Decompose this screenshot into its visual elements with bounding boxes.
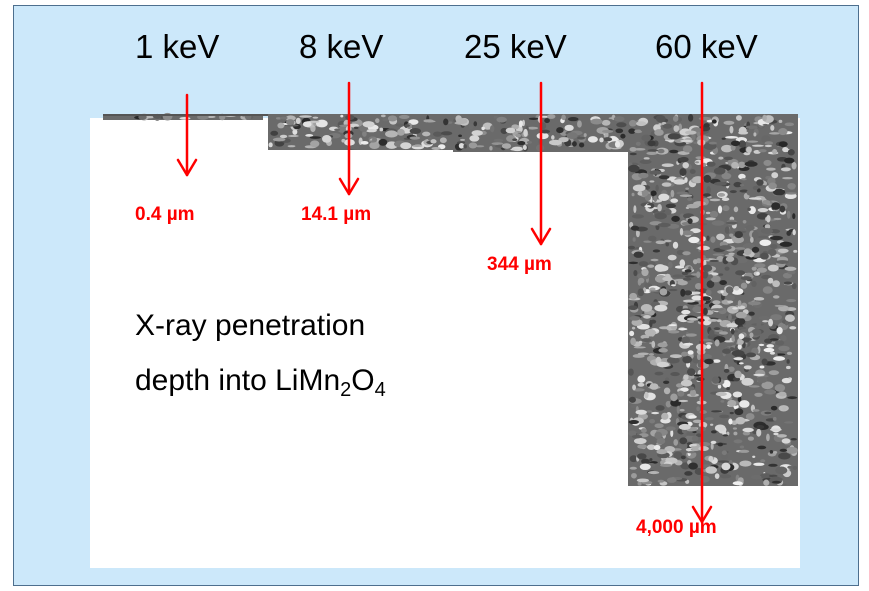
caption-formula-prefix: depth into LiMn <box>135 364 341 397</box>
arrow-8kev <box>338 81 360 196</box>
energy-label-60kev: 60 keV <box>655 28 758 65</box>
depth-label-1kev: 0.4 µm <box>135 204 195 225</box>
energy-label-1kev: 1 keV <box>135 28 220 65</box>
arrow-25kev <box>530 81 552 246</box>
depth-label-8kev: 14.1 µm <box>301 204 372 225</box>
arrow-1kev <box>176 93 198 177</box>
caption-subscript-mn: 2 <box>340 379 352 401</box>
caption-element-o: O <box>351 364 375 397</box>
depth-label-25kev: 344 µm <box>487 254 552 275</box>
energy-label-8kev: 8 keV <box>299 28 384 65</box>
arrow-60kev <box>691 81 713 524</box>
energy-label-25kev: 25 keV <box>464 28 567 65</box>
caption-line-2: depth into LiMn2O4 <box>135 364 386 401</box>
caption-subscript-o: 4 <box>374 379 386 401</box>
caption-line-1: X-ray penetration <box>135 309 366 342</box>
depth-label-60kev: 4,000 µm <box>636 517 717 538</box>
